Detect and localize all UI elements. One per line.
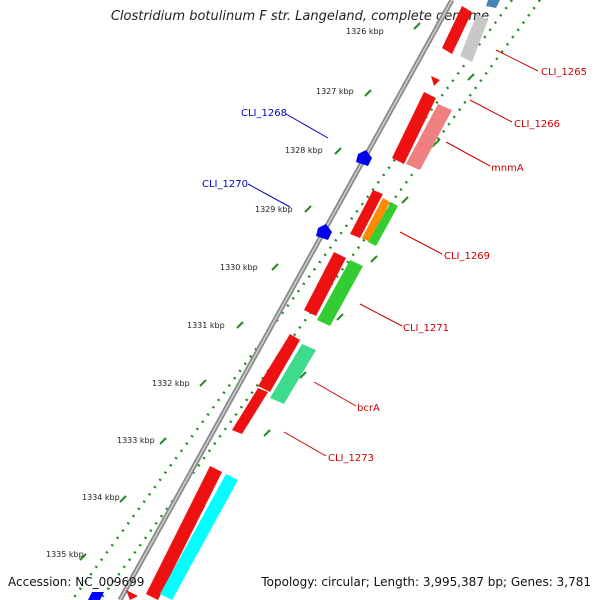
scale-tick-label: 1328 kbp xyxy=(285,146,323,155)
gene-cli-1265[interactable] xyxy=(442,0,500,62)
leader-cli-1271 xyxy=(359,303,403,327)
scale-tick xyxy=(199,379,207,387)
accession-label: Accession: NC_009699 xyxy=(8,575,145,589)
scale-tick xyxy=(79,553,87,561)
leader-mnmA xyxy=(445,141,491,167)
gene-bcrA-arrow[interactable] xyxy=(258,334,300,392)
scale-tick xyxy=(159,437,167,445)
bottom-blue-arrow[interactable] xyxy=(88,592,104,600)
gene-bcrA[interactable] xyxy=(258,334,316,404)
gene-mnmA-feature[interactable] xyxy=(406,104,452,170)
label-cli-1273[interactable]: CLI_1273 xyxy=(328,453,374,464)
scale-tick-label: 1330 kbp xyxy=(220,263,258,272)
gene-cli-1269-arrow[interactable] xyxy=(350,190,383,238)
backbone-highlight xyxy=(119,0,453,600)
label-cli-1265[interactable]: CLI_1265 xyxy=(541,67,587,78)
scale-tick xyxy=(304,205,312,213)
gene-top-feature[interactable] xyxy=(486,0,500,8)
label-cli-1270[interactable]: CLI_1270 xyxy=(202,179,248,190)
label-mnmA[interactable]: mnmA xyxy=(491,163,524,174)
scale-tick xyxy=(364,89,372,97)
gene-labels: CLI_1265 CLI_1266 mnmA CLI_1269 CLI_1271… xyxy=(202,67,587,464)
scale-track-outer xyxy=(70,0,514,600)
inner-tick xyxy=(263,429,271,437)
scale-tick xyxy=(334,147,342,155)
gene-cli-1265-feature[interactable] xyxy=(460,14,488,62)
inner-tick xyxy=(299,371,307,379)
scale-tick xyxy=(413,22,421,30)
gene-cli-1268-arrow[interactable] xyxy=(356,150,372,166)
large-red-arrow[interactable] xyxy=(146,466,222,600)
gene-cli-1273[interactable] xyxy=(232,388,268,434)
inner-tick xyxy=(401,196,409,204)
label-cli-1271[interactable]: CLI_1271 xyxy=(403,323,449,334)
leader-cli-1268 xyxy=(285,113,329,139)
gene-cli-1270-arrow[interactable] xyxy=(316,224,332,240)
scale-tick-label: 1334 kbp xyxy=(82,493,120,502)
scale-tick xyxy=(236,321,244,329)
gene-cli-1266-arrow[interactable] xyxy=(392,92,436,164)
gene-cli-1271-feature[interactable] xyxy=(317,260,363,326)
leader-cli-1273 xyxy=(283,431,327,457)
label-bcrA[interactable]: bcrA xyxy=(357,403,380,414)
leader-cli-1269 xyxy=(399,231,443,255)
leader-bcrA xyxy=(313,381,357,407)
inner-tick xyxy=(370,255,378,263)
inner-tick xyxy=(336,313,344,321)
gene-bcrA-feature[interactable] xyxy=(270,344,316,404)
label-cli-1269[interactable]: CLI_1269 xyxy=(444,251,490,262)
scale-tick-label: 1329 kbp xyxy=(255,205,293,214)
scale-tick xyxy=(271,263,279,271)
gene-cli-1269-feature[interactable] xyxy=(362,198,390,242)
bottom-red-arrow[interactable] xyxy=(126,590,138,600)
gene-small-marker[interactable] xyxy=(431,76,440,86)
gene-cli-1273-arrow[interactable] xyxy=(232,388,268,434)
scale-tick-label: 1331 kbp xyxy=(187,321,225,330)
label-cli-1268[interactable]: CLI_1268 xyxy=(241,108,287,119)
gene-large-cds[interactable] xyxy=(88,466,238,600)
inner-tick xyxy=(433,138,441,146)
leader-cli-1270 xyxy=(247,183,291,208)
gene-cli-1271-arrow[interactable] xyxy=(304,252,346,316)
gene-cli-1265-arrow[interactable] xyxy=(442,6,472,54)
genome-summary: Topology: circular; Length: 3,995,387 bp… xyxy=(261,575,591,589)
leader-cli-1265 xyxy=(495,49,539,72)
gene-cli-1269-feature-green[interactable] xyxy=(368,202,398,246)
scale-tick-label: 1327 kbp xyxy=(316,87,354,96)
small-red-arrow[interactable] xyxy=(431,76,440,86)
scale-tick-label: 1333 kbp xyxy=(117,436,155,445)
scale-tick-label: 1326 kbp xyxy=(346,27,384,36)
large-cyan-feature[interactable] xyxy=(160,474,238,600)
inner-tick xyxy=(467,73,475,81)
label-cli-1266[interactable]: CLI_1266 xyxy=(514,119,560,130)
scale-ticks: 1326 kbp 1327 kbp 1328 kbp 1329 kbp 1330… xyxy=(46,22,421,561)
gene-cli-1269[interactable] xyxy=(350,190,398,246)
scale-tick xyxy=(119,495,127,503)
map-title: Clostridium botulinum F str. Langeland, … xyxy=(110,9,490,24)
scale-tick-label: 1332 kbp xyxy=(152,379,190,388)
gene-cli-1271[interactable] xyxy=(304,252,363,326)
leader-cli-1266 xyxy=(469,99,513,123)
callout-lines xyxy=(247,49,539,457)
scale-tick-label: 1335 kbp xyxy=(46,550,84,559)
gene-cli-1266[interactable] xyxy=(392,92,452,170)
